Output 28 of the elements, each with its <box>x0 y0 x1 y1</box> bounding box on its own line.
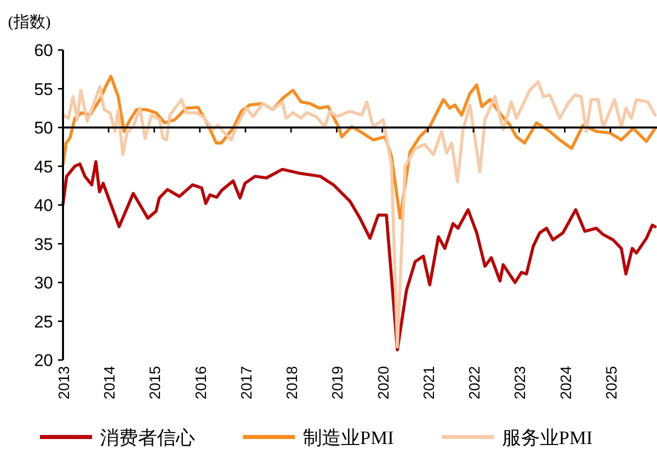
y-tick-label: 60 <box>34 41 53 60</box>
line-series <box>62 80 657 348</box>
x-tick-label: 2025 <box>603 366 620 400</box>
x-tick-label: 2020 <box>375 366 392 400</box>
y-tick-label: 25 <box>34 312 53 332</box>
x-tick-label: 2018 <box>284 366 302 400</box>
line-series <box>62 160 657 352</box>
y-tick-label: 45 <box>34 157 53 176</box>
x-tick-label: 2016 <box>192 366 210 400</box>
y-tick-label: 55 <box>34 80 53 99</box>
x-tick-label: 2014 <box>102 366 119 400</box>
x-tick-label: 2015 <box>147 366 164 400</box>
y-tick-label: 20 <box>34 351 53 370</box>
x-tick-label: 2013 <box>56 366 73 400</box>
x-tick-label: 2021 <box>420 366 438 400</box>
y-axis-title: (指数) <box>8 13 51 31</box>
x-tick-label: 2024 <box>558 366 575 400</box>
legend-label: 消费者信心 <box>100 427 195 449</box>
legend-label: 服务业PMI <box>502 428 593 449</box>
x-tick-label: 2017 <box>238 366 256 400</box>
y-tick-label: 30 <box>34 274 53 292</box>
legend-label: 制造业PMI <box>303 428 394 449</box>
y-tick-label: 40 <box>34 196 53 215</box>
y-tick-label: 35 <box>34 234 53 254</box>
x-tick-label: 2019 <box>330 366 347 400</box>
y-tick-label: 50 <box>34 118 53 138</box>
x-tick-label: 2023 <box>512 366 530 400</box>
x-tick-label: 2022 <box>466 366 484 400</box>
